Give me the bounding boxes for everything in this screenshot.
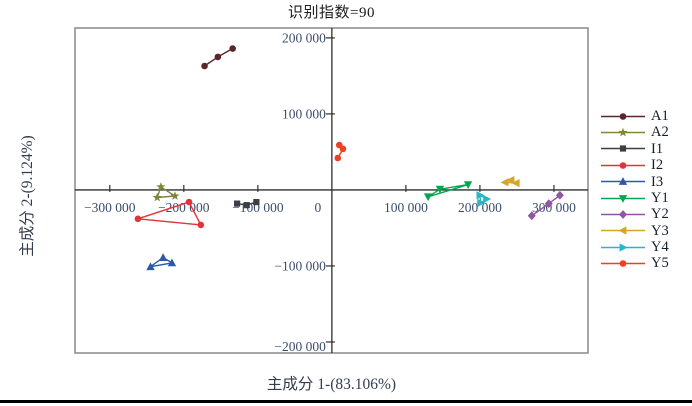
legend-marker-Y1	[601, 194, 645, 203]
marker-triangle-down	[435, 185, 445, 194]
x-tick-label: 200 000	[458, 200, 502, 215]
marker-triangle-left	[500, 178, 509, 187]
series-A1	[201, 45, 236, 70]
marker-square	[253, 198, 260, 206]
marker-triangle-right	[619, 243, 628, 252]
marker-triangle-down	[618, 194, 628, 203]
y-tick-label: 200 000	[282, 30, 326, 45]
series-line-Y1	[427, 183, 469, 198]
series-line-A2	[156, 186, 176, 199]
legend-label-Y5: Y5	[651, 255, 669, 272]
series-Y2	[527, 190, 564, 221]
marker-circle	[619, 260, 627, 268]
legend-label-A1: A1	[651, 107, 669, 124]
legend-item-Y1: Y1	[600, 190, 669, 206]
legend-marker-I2	[601, 162, 645, 169]
x-tick-label: 300 000	[532, 200, 576, 215]
legend-item-Y3: Y3	[600, 223, 669, 239]
marker-triangle-up	[158, 253, 168, 261]
legend-item-I2: I2	[600, 157, 669, 173]
legend-item-A1: A1	[600, 108, 669, 124]
marker-triangle-down	[463, 181, 473, 190]
x-tick-label: 0	[314, 200, 321, 215]
legend-marker-Y5	[601, 260, 645, 268]
marker-circle	[214, 53, 222, 61]
marker-triangle-up	[146, 262, 155, 271]
series-Y3	[500, 175, 520, 188]
legend-label-I1: I1	[651, 140, 664, 157]
marker-circle	[619, 112, 627, 120]
marker-circle	[185, 198, 193, 206]
marker-diamond	[555, 190, 564, 200]
legend-marker-I3	[601, 177, 645, 186]
legend-item-A2: A2	[600, 124, 669, 140]
legend-label-I3: I3	[651, 173, 664, 190]
marker-circle	[339, 145, 347, 153]
legend-label-A2: A2	[651, 124, 669, 141]
marker-diamond	[619, 210, 627, 219]
marker-triangle-up	[618, 177, 628, 186]
marker-circle	[619, 162, 627, 169]
marker-triangle-up	[167, 258, 177, 267]
marker-star	[618, 127, 628, 137]
legend-item-I1: I1	[600, 141, 669, 157]
series-Y5	[334, 141, 347, 162]
legend-label-Y3: Y3	[651, 222, 669, 239]
series-line-I2	[137, 201, 202, 226]
series-I1	[234, 198, 260, 209]
marker-circle	[334, 154, 342, 162]
page-bottom-rule	[0, 400, 692, 403]
legend-marker-A1	[601, 112, 645, 120]
marker-circle	[197, 221, 205, 229]
legend: A1 A2 I1 I2 I3 Y1 Y2 Y3 Y4 Y5	[600, 108, 669, 272]
x-tick-label: −200 000	[158, 200, 210, 215]
marker-square	[243, 202, 250, 209]
series-I3	[146, 253, 177, 271]
marker-circle	[229, 45, 236, 52]
marker-triangle-left	[511, 178, 520, 188]
marker-triangle-right	[483, 194, 492, 204]
marker-diamond	[527, 211, 536, 221]
series-I2	[134, 198, 205, 229]
series-Y4	[476, 191, 492, 207]
marker-diamond	[544, 199, 553, 209]
series-Y1	[423, 181, 473, 202]
legend-item-I3: I3	[600, 174, 669, 190]
marker-triangle-left	[618, 226, 627, 236]
legend-item-Y2: Y2	[600, 206, 669, 222]
marker-square	[619, 145, 627, 153]
x-axis-label: 主成分 1-(83.106%)	[266, 376, 397, 393]
legend-label-Y4: Y4	[651, 239, 669, 256]
marker-triangle-left	[506, 175, 515, 185]
marker-star	[152, 192, 162, 202]
legend-label-Y1: Y1	[651, 189, 669, 206]
marker-triangle-right	[477, 198, 486, 207]
legend-item-Y4: Y4	[600, 239, 669, 255]
marker-circle	[134, 215, 142, 223]
marker-triangle-down	[423, 193, 433, 202]
legend-label-I2: I2	[651, 157, 664, 174]
legend-label-Y2: Y2	[651, 206, 669, 223]
series-line-I3	[149, 256, 173, 268]
legend-item-Y5: Y5	[600, 256, 669, 272]
marker-square	[234, 200, 241, 207]
marker-circle	[201, 62, 208, 70]
marker-triangle-right	[476, 191, 485, 200]
x-tick-label: −300 000	[84, 200, 136, 215]
legend-marker-I1	[601, 145, 645, 153]
y-tick-label: −200 000	[274, 339, 326, 354]
marker-star	[170, 191, 180, 200]
marker-star	[156, 182, 166, 191]
chart-title: 识别指数=90	[288, 5, 375, 21]
legend-marker-Y3	[601, 226, 645, 236]
y-tick-label: −100 000	[274, 258, 326, 273]
legend-marker-A2	[601, 127, 645, 137]
x-tick-label: 100 000	[384, 200, 428, 215]
legend-marker-Y4	[601, 243, 645, 252]
y-tick-label: 100 000	[282, 106, 326, 121]
legend-marker-Y2	[601, 210, 645, 219]
series-A2	[152, 182, 180, 202]
